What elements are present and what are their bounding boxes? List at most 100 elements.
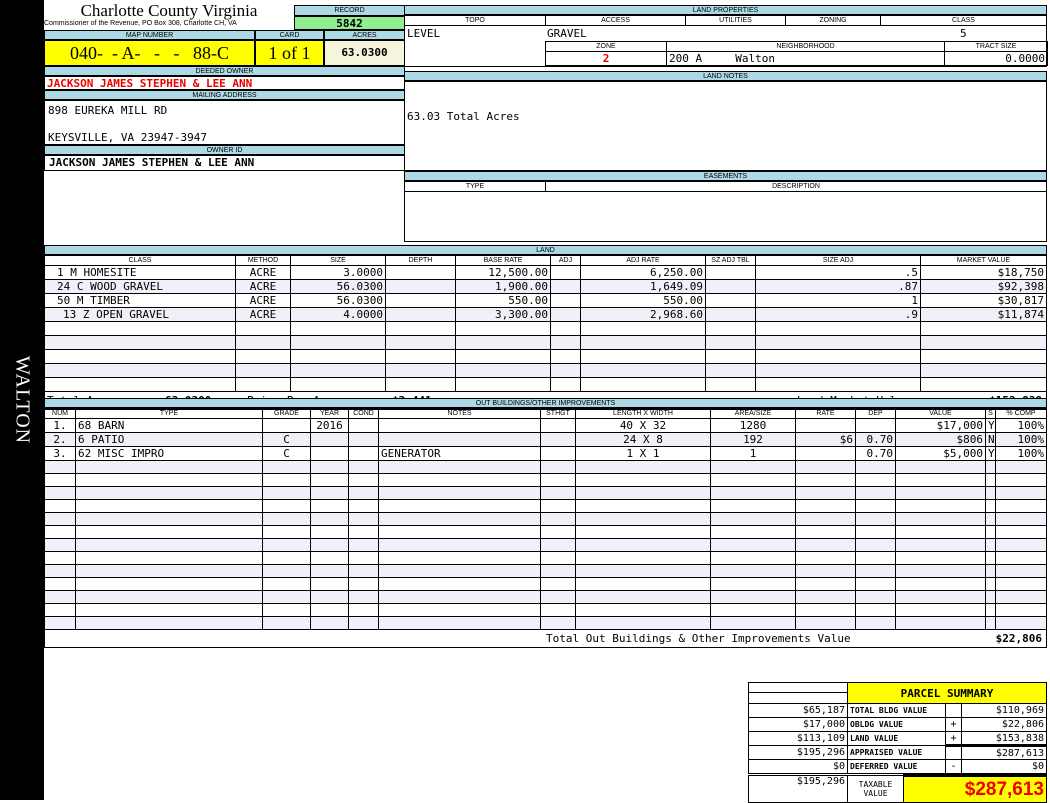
- outbuildings-row: [44, 577, 1047, 591]
- easements: EASEMENTS TYPE DESCRIPTION: [404, 171, 1047, 242]
- land-cell: [385, 265, 456, 280]
- outbuildings-cell: [710, 551, 796, 565]
- land-cell: [385, 321, 456, 336]
- outbuildings-row: [44, 499, 1047, 513]
- outbuildings-cell: [540, 499, 576, 513]
- outbuildings-cell: [310, 486, 349, 500]
- outbuildings-row: [44, 603, 1047, 617]
- land-cell: 50 M TIMBER: [44, 293, 236, 308]
- outbuildings-cell: [262, 460, 311, 474]
- land-notes-label: LAND NOTES: [404, 71, 1047, 81]
- outbuildings-cell: [795, 460, 856, 474]
- land-cell: [920, 349, 1047, 364]
- outbuildings-cell: [575, 577, 711, 591]
- outbuildings-column-header: TYPE: [75, 408, 263, 419]
- outbuildings-cell: [995, 564, 1047, 578]
- outbuildings-cell: [262, 603, 311, 617]
- land-cell: [235, 377, 291, 392]
- land-cell: 56.0300: [290, 279, 386, 294]
- land-row: [44, 321, 1047, 336]
- land-cell: 1 M HOMESITE: [44, 265, 236, 280]
- summary-left-value: $65,187: [748, 703, 848, 718]
- deeded-owner: JACKSON JAMES STEPHEN & LEE ANN: [44, 76, 405, 90]
- outbuildings-cell: [75, 616, 263, 630]
- land-cell: 4.0000: [290, 307, 386, 322]
- outbuildings-cell: [44, 473, 76, 487]
- easements-body: [404, 192, 1047, 242]
- outbuildings-cell: [995, 473, 1047, 487]
- map-number: 040- - A- - - 88-C: [44, 40, 255, 66]
- outbuildings-row: [44, 525, 1047, 539]
- outbuildings-cell: [985, 616, 996, 630]
- summary-label: TOTAL BLDG VALUE: [847, 703, 946, 718]
- outbuildings-cell: [795, 603, 856, 617]
- outbuildings-cell: [378, 590, 541, 604]
- summary-label: APPRAISED VALUE: [847, 745, 946, 760]
- owner-id: JACKSON JAMES STEPHEN & LEE ANN: [44, 155, 405, 171]
- land-cell: $92,398: [920, 279, 1047, 294]
- outbuildings-column-header: NOTES: [378, 408, 541, 419]
- outbuildings-cell: [75, 499, 263, 513]
- outbuildings-cell: [44, 577, 76, 591]
- land-column-header: ADJ RATE: [580, 255, 706, 266]
- summary-operator: -: [945, 759, 962, 774]
- neighborhood-header: NEIGHBORHOOD: [666, 41, 945, 52]
- land-cell: [705, 349, 756, 364]
- outbuildings-cell: Y: [985, 446, 996, 461]
- summary-label: DEFERRED VALUE: [847, 759, 946, 774]
- land-cell: [550, 349, 581, 364]
- outbuildings-cell: [348, 418, 379, 433]
- acres-value: 63.0300: [324, 40, 405, 66]
- outbuildings-cell: [795, 418, 856, 433]
- summary-operator: [945, 703, 962, 718]
- land-cell: [705, 307, 756, 322]
- outbuildings-cell: [710, 538, 796, 552]
- outbuildings-column-header: NUM: [44, 408, 76, 419]
- outbuildings-row: [44, 551, 1047, 565]
- land-cell: [235, 349, 291, 364]
- outbuildings-cell: [378, 564, 541, 578]
- outbuildings-cell: [262, 473, 311, 487]
- outbuildings-cell: [378, 460, 541, 474]
- outbuildings-cell: [348, 512, 379, 526]
- outbuildings-cell: [540, 577, 576, 591]
- land-cell: [385, 307, 456, 322]
- summary-row: $113,109 LAND VALUE + $153,838: [748, 731, 1047, 746]
- outbuildings-cell: [795, 551, 856, 565]
- outbuildings-row: 1. 68 BARN 2016 40 X 32 1280 $17,000 Y 100%: [44, 418, 1047, 433]
- outbuildings-cell: 24 X 8: [575, 432, 711, 447]
- outbuildings-cell: [44, 460, 76, 474]
- summary-row: $0 DEFERRED VALUE - $0: [748, 759, 1047, 774]
- outbuildings-cell: [855, 577, 896, 591]
- outbuildings-cell: [995, 551, 1047, 565]
- outbuildings-cell: [895, 525, 986, 539]
- land-cell: [235, 321, 291, 336]
- outbuildings-total: $22,806: [995, 632, 1042, 645]
- outbuildings-cell: [75, 564, 263, 578]
- outbuildings-cell: [855, 499, 896, 513]
- land-cell: ACRE: [235, 307, 291, 322]
- land-notes: 63.03 Total Acres: [404, 81, 1047, 171]
- land-cell: [44, 363, 236, 378]
- land-cell: [44, 335, 236, 350]
- outbuildings-cell: [985, 590, 996, 604]
- outbuildings-cell: $17,000: [895, 418, 986, 433]
- land-cell: .87: [755, 279, 921, 294]
- outbuildings-cell: [795, 486, 856, 500]
- outbuildings-cell: [575, 590, 711, 604]
- easements-label: EASEMENTS: [404, 171, 1047, 181]
- land-column-header: MARKET VALUE: [920, 255, 1047, 266]
- outbuildings-cell: [995, 525, 1047, 539]
- outbuildings-cell: [575, 486, 711, 500]
- land-cell: [44, 377, 236, 392]
- outbuildings-cell: [575, 616, 711, 630]
- land-cell: [290, 363, 386, 378]
- outbuildings-cell: [540, 590, 576, 604]
- land-cell: [705, 265, 756, 280]
- land-cell: [920, 335, 1047, 350]
- outbuildings-row: [44, 590, 1047, 604]
- outbuildings-cell: [75, 512, 263, 526]
- outbuildings-cell: [540, 603, 576, 617]
- land-cell: [235, 363, 291, 378]
- mailing-address-label: MAILING ADDRESS: [44, 90, 405, 100]
